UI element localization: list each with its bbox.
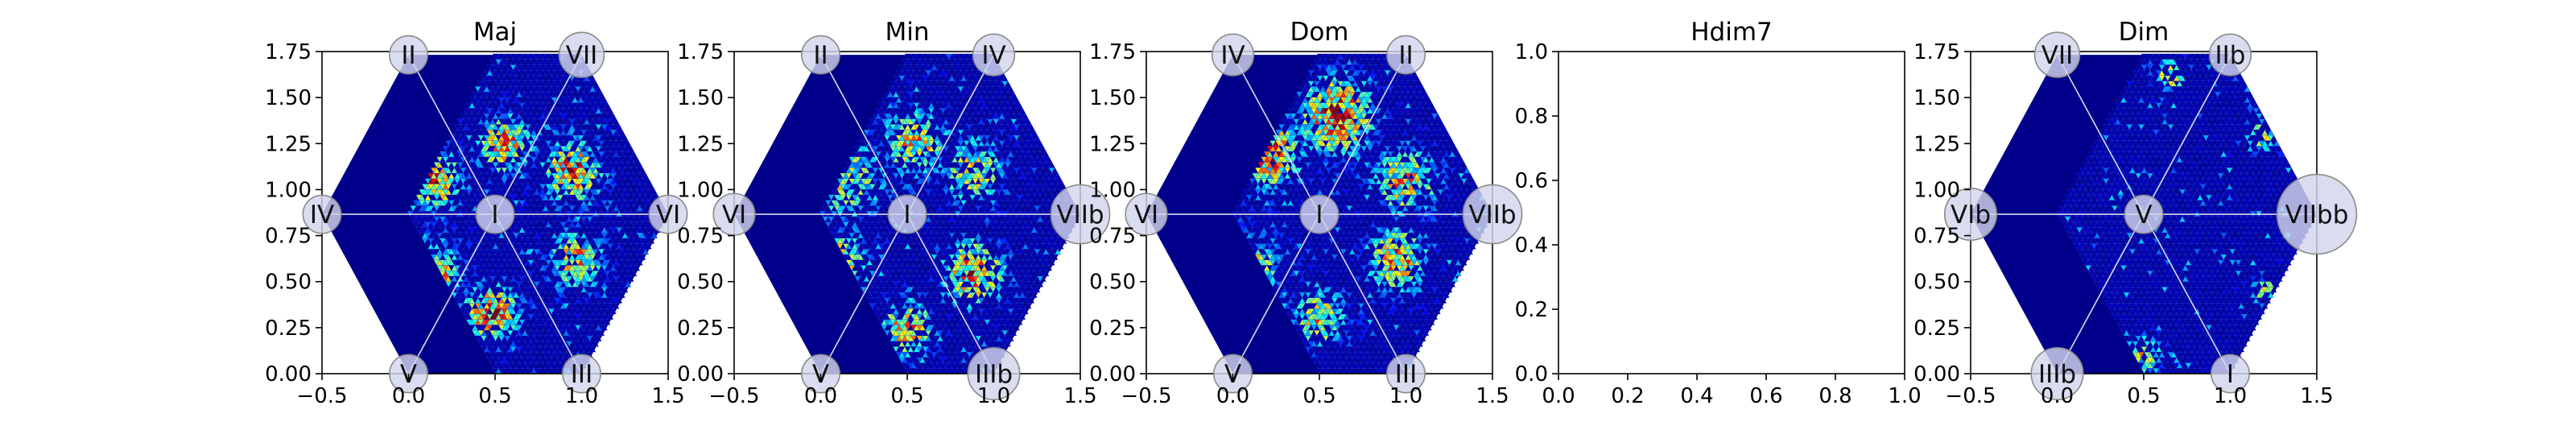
node-ii: II [390, 35, 427, 73]
x-tick-label: 1.0 [565, 384, 598, 408]
x-tick-label: 0.5 [478, 384, 511, 408]
x-tick-label: 1.5 [651, 384, 684, 408]
x-tick-label: 0.0 [392, 384, 425, 408]
node-label: IV [310, 201, 334, 230]
y-tick-label: 0.00 [265, 362, 312, 387]
node-label: II [401, 41, 415, 70]
panel-title: Maj [473, 18, 517, 47]
y-tick-label: 0.75 [265, 225, 312, 249]
node-label: VII [566, 41, 598, 70]
y-tick-label: 1.50 [265, 86, 312, 110]
y-tick-label: 0.25 [265, 316, 312, 341]
y-tick-label: 1.75 [265, 40, 312, 64]
y-tick-label: 1.00 [265, 178, 312, 202]
y-tick-label: 0.50 [265, 271, 312, 295]
y-tick-label: 1.25 [265, 132, 312, 156]
x-tick-label: −0.5 [296, 384, 347, 408]
node-i: I [476, 195, 514, 233]
node-label: I [491, 201, 498, 230]
node-vii: VII [559, 32, 605, 77]
